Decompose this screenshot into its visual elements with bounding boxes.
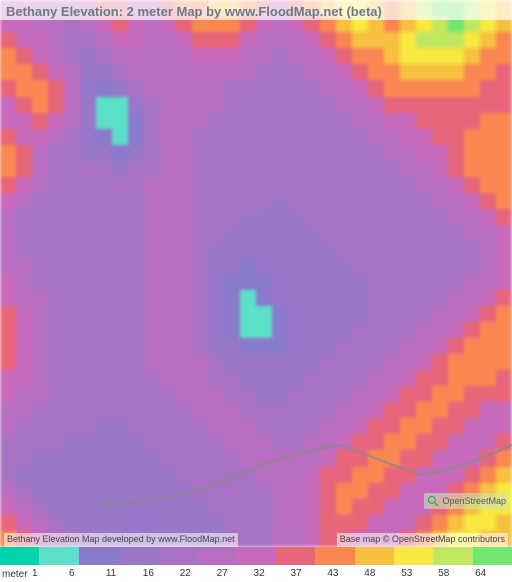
legend-swatch — [355, 547, 394, 565]
legend-swatch — [197, 547, 236, 565]
legend-tick: 58 — [438, 565, 475, 582]
legend-tick: 16 — [143, 565, 180, 582]
legend-tick: 27 — [217, 565, 254, 582]
legend-tick: 6 — [69, 565, 106, 582]
legend-tick: 64 — [475, 565, 512, 582]
legend-tick: 11 — [106, 565, 143, 582]
legend-labels: meter 161116222732374348535864 — [0, 565, 512, 582]
legend-colorbar — [0, 547, 512, 565]
credits-left: Bethany Elevation Map developed by www.F… — [4, 533, 238, 547]
legend-swatch — [118, 547, 157, 565]
credits-bar: Bethany Elevation Map developed by www.F… — [0, 533, 512, 547]
legend-tick: 22 — [180, 565, 217, 582]
legend-swatch — [39, 547, 78, 565]
legend-swatch — [158, 547, 197, 565]
legend-swatch — [315, 547, 354, 565]
osm-label: OpenStreetMap — [442, 496, 506, 506]
legend-tick: 48 — [364, 565, 401, 582]
legend-swatch — [276, 547, 315, 565]
legend-tick: 43 — [327, 565, 364, 582]
credits-right: Base map © OpenStreetMap contributors — [337, 533, 508, 547]
legend-swatch — [0, 547, 39, 565]
legend-swatch — [394, 547, 433, 565]
legend-swatch — [236, 547, 275, 565]
legend-swatch — [433, 547, 472, 565]
legend-swatch — [473, 547, 512, 565]
legend-tick: 32 — [254, 565, 291, 582]
elevation-legend: meter 161116222732374348535864 — [0, 547, 512, 582]
osm-attribution-badge: OpenStreetMap — [424, 493, 508, 509]
magnifier-icon — [426, 494, 440, 508]
page-title: Bethany Elevation: 2 meter Map by www.Fl… — [6, 4, 382, 19]
title-bar: Bethany Elevation: 2 meter Map by www.Fl… — [0, 0, 512, 20]
legend-tick: 37 — [290, 565, 327, 582]
legend-unit: meter — [2, 569, 28, 580]
road-overlay — [0, 0, 512, 547]
legend-tick: 53 — [401, 565, 438, 582]
legend-swatch — [79, 547, 118, 565]
elevation-map: OpenStreetMap — [0, 0, 512, 547]
